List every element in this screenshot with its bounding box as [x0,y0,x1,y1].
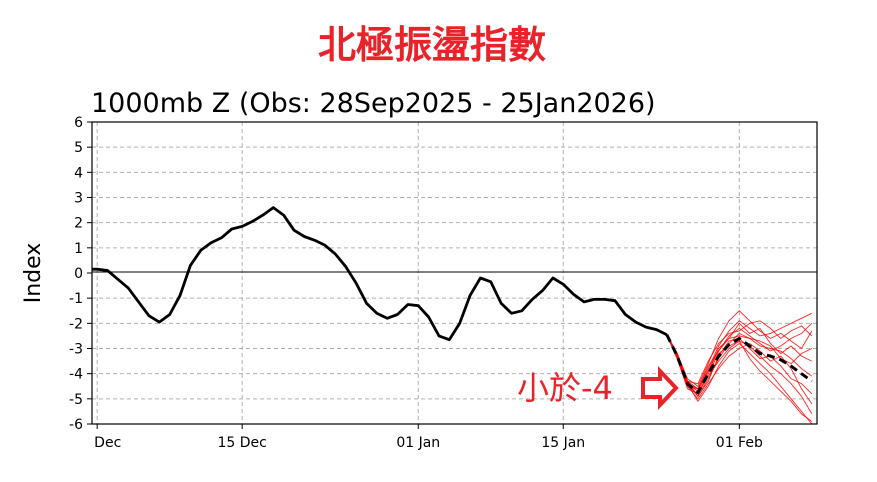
y-tick-label: -6 [69,417,83,433]
y-tick-label: -5 [69,392,83,408]
y-axis-label: Index [21,243,46,304]
chart-title: 北極振盪指數 [318,23,546,67]
x-tick-label: 15 Dec [217,435,266,451]
x-tick-label: 01 Feb [716,435,763,451]
y-tick-label: -4 [69,367,83,383]
y-tick-label: -2 [69,316,83,332]
y-tick-label: 6 [74,115,83,131]
y-tick-label: 4 [74,165,83,181]
y-tick-label: -3 [69,342,83,358]
chart-subtitle: 1000mb Z (Obs: 28Sep2025 - 25Jan2026) [91,88,656,119]
y-tick-label: -1 [69,291,83,307]
observed-line [92,208,667,340]
x-tick-label: Dec [94,435,121,451]
series-layer [92,207,812,424]
y-tick-label: 2 [74,216,83,232]
x-tick-label: 01 Jan [396,435,440,451]
x-tick-label: 15 Jan [541,435,585,451]
y-axis: -6 -5 -4 -3 -2 -1 0 1 2 3 4 5 6 [69,115,92,433]
y-tick-label: 0 [74,266,83,282]
annotation-text: 小於-4 [517,369,613,407]
y-tick-label: 1 [74,241,83,257]
x-axis: Dec 15 Dec 01 Jan 15 Jan 01 Feb [94,424,763,451]
right-arrow-outline-icon [643,371,676,405]
y-tick-label: 3 [74,191,83,207]
y-tick-label: 5 [74,140,83,156]
